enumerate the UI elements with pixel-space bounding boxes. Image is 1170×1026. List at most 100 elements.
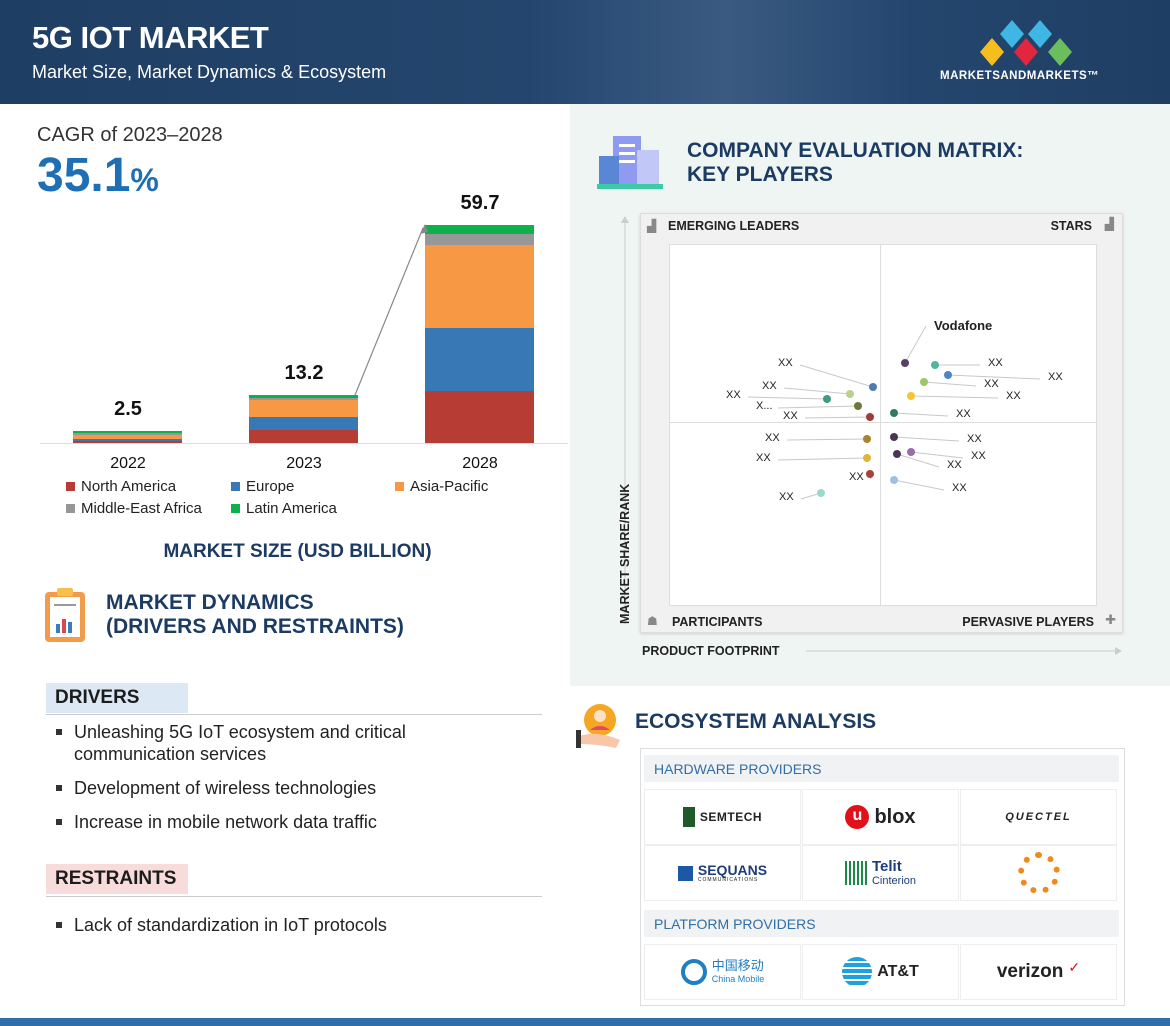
quectel-logo: QUECTEL (960, 789, 1117, 845)
player-dot[interactable] (846, 390, 854, 398)
player-label: XX (956, 408, 971, 420)
china-mobile-mark-icon (680, 959, 707, 985)
matrix-title-line1: COMPANY EVALUATION MATRIX: (687, 139, 1024, 162)
driver-item: Development of wireless technologies (56, 777, 376, 799)
player-dot[interactable] (890, 476, 898, 484)
bar-segment-asia-pacific (425, 245, 534, 328)
footer-strip (0, 1018, 1170, 1026)
leader-line (893, 436, 960, 442)
player-dot[interactable] (863, 435, 871, 443)
player-dot[interactable] (920, 378, 928, 386)
player-dot[interactable] (823, 395, 831, 403)
player-label: XX (849, 471, 864, 483)
legend-swatch (231, 504, 240, 513)
restraint-item: Lack of standardization in IoT protocols (56, 914, 387, 936)
verizon-logo: verizon ✓ (960, 944, 1117, 1000)
page-title: 5G IOT MARKET (32, 20, 269, 55)
divider (46, 714, 542, 715)
semtech-logo: SEMTECH (644, 789, 801, 845)
y-axis-arrow-icon (621, 216, 629, 624)
player-dot[interactable] (931, 361, 939, 369)
player-label: XX (778, 357, 793, 369)
player-dot[interactable] (890, 409, 898, 417)
player-label: XX (762, 380, 777, 392)
leader-line (799, 364, 874, 388)
clipboard-icon (45, 588, 85, 642)
bar-total-label: 13.2 (284, 361, 324, 384)
player-label: XX (756, 452, 771, 464)
player-label: XX (779, 491, 794, 503)
ublox-text: blox (874, 805, 916, 828)
sequans-mark-icon (677, 865, 693, 881)
leader-line (777, 457, 868, 461)
player-dot[interactable] (817, 489, 825, 497)
globe-mark-icon (1017, 852, 1060, 894)
player-label: XX (984, 378, 999, 390)
bar-segment-europe (425, 328, 534, 392)
bar-segment-asia-pacific (249, 399, 358, 417)
player-label: XX (1006, 390, 1021, 402)
china-mobile-logo: 中国移动 China Mobile (644, 944, 801, 1000)
bar-total-label: 59.7 (460, 192, 500, 215)
quadrant-participants: PARTICIPANTS (672, 615, 763, 629)
driver-text: Development of wireless technologies (74, 778, 377, 798)
legend-swatch (395, 482, 404, 491)
platform-providers-header: PLATFORM PROVIDERS (644, 910, 1119, 937)
player-dot[interactable] (893, 450, 901, 458)
dynamics-title-line1: MARKET DYNAMICS (106, 591, 314, 614)
player-dot[interactable] (863, 454, 871, 462)
player-label-vodafone: Vodafone (934, 318, 993, 333)
quectel-text: QUECTEL (1005, 811, 1072, 823)
puzzle-icon: ✚ (1105, 612, 1116, 627)
leader-line (910, 395, 999, 399)
legend-label: North America (81, 478, 177, 495)
chart-baseline (40, 443, 568, 444)
x-axis-label: PRODUCT FOOTPRINT (642, 644, 780, 658)
x-tick-label: 2028 (462, 455, 498, 472)
bar-segment-asia-pacific (73, 435, 182, 439)
player-dot[interactable] (866, 413, 874, 421)
drivers-tag: DRIVERS (46, 683, 188, 713)
leader-line (893, 479, 945, 491)
leader-line (747, 396, 828, 400)
bar-segment-north-america (425, 391, 534, 443)
matrix-title: COMPANY EVALUATION MATRIX: KEY PLAYERS (687, 139, 1023, 187)
verizon-check-icon: ✓ (1068, 958, 1081, 975)
header-banner (0, 0, 1170, 104)
ublox-mark-icon: u (845, 805, 870, 829)
player-dot[interactable] (866, 470, 874, 478)
player-label: XX (971, 450, 986, 462)
player-dot[interactable] (901, 359, 909, 367)
driver-text: Increase in mobile network data traffic (74, 812, 377, 832)
legend-item: North America (66, 478, 176, 495)
driver-text: Unleashing 5G IoT ecosystem and critical… (74, 722, 406, 764)
participants-icon: ☗ (647, 614, 658, 628)
buildings-icon (597, 136, 663, 189)
player-dot[interactable] (907, 448, 915, 456)
sequans-text: SEQUANS (697, 861, 768, 878)
att-globe-icon (842, 957, 873, 987)
player-label: XX (783, 410, 798, 422)
quadrant-emerging-leaders: EMERGING LEADERS (668, 219, 800, 233)
att-logo: AT&T (802, 944, 959, 1000)
x-tick-label: 2023 (286, 455, 322, 472)
player-dot[interactable] (854, 402, 862, 410)
legend-label: Europe (246, 478, 295, 495)
restraints-tag: RESTRAINTS (46, 864, 188, 894)
markets-logo-icon (980, 20, 1072, 66)
player-dot[interactable] (890, 433, 898, 441)
leader-line (804, 416, 871, 419)
verizon-text: verizon (996, 961, 1064, 982)
bar-segment-latin-america (73, 431, 182, 434)
player-dot[interactable] (944, 371, 952, 379)
ublox-logo: u blox (802, 789, 959, 845)
ecosystem-panel: HARDWARE PROVIDERS SEMTECH u blox QUECTEL… (640, 748, 1125, 1006)
player-dot[interactable] (869, 383, 877, 391)
bar-segment-europe (73, 439, 182, 441)
bar-total-label: 2.5 (114, 398, 142, 421)
bar-segment-europe (249, 416, 358, 430)
cagr-label: CAGR of 2023–2028 (37, 124, 223, 146)
china-mobile-cn-text: 中国移动 (711, 958, 764, 974)
x-tick-label: 2022 (110, 455, 146, 472)
player-dot[interactable] (907, 392, 915, 400)
